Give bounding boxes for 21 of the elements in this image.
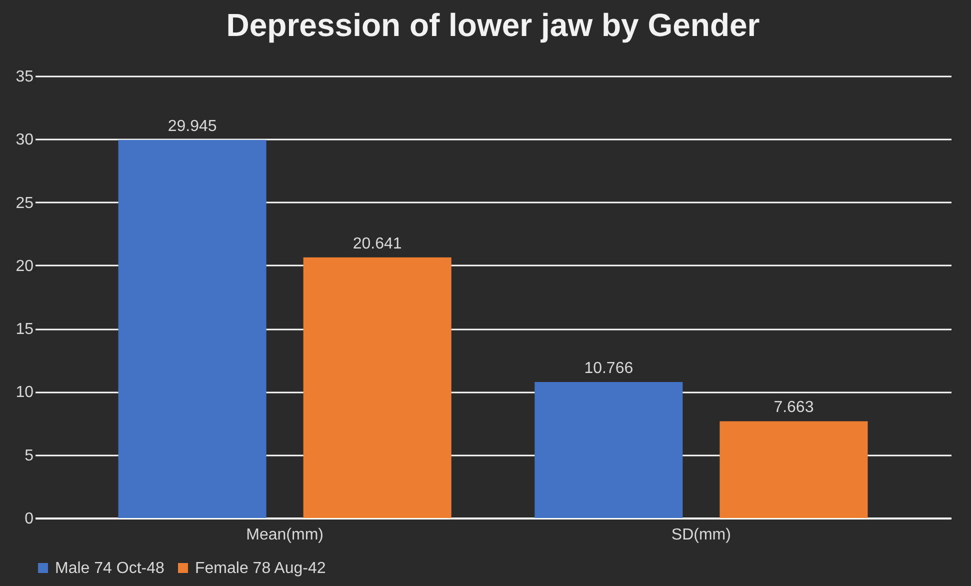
y-tick-label: 35 xyxy=(16,68,34,86)
y-tick-label: 30 xyxy=(16,132,34,149)
legend-label: Male 74 Oct-48 xyxy=(55,560,164,577)
x-tick-label: Mean(mm) xyxy=(246,526,324,544)
y-tick-label: 5 xyxy=(24,447,34,464)
data-label: 7.663 xyxy=(774,399,814,416)
data-label: 10.766 xyxy=(584,360,634,378)
y-tick-label: 20 xyxy=(16,258,34,275)
chart-title: Depression of lower jaw by Gender xyxy=(226,7,760,43)
bar xyxy=(534,382,683,518)
x-tick-label: SD(mm) xyxy=(671,526,731,544)
y-tick-label: 10 xyxy=(16,384,34,402)
data-label: 29.945 xyxy=(168,118,217,135)
data-label: 20.641 xyxy=(352,235,402,252)
bar xyxy=(303,257,452,518)
bar xyxy=(720,421,868,518)
y-tick-label: 0 xyxy=(24,510,34,528)
y-tick-label: 15 xyxy=(16,321,34,338)
y-tick-label: 25 xyxy=(16,194,34,212)
legend-label: Female 78 Aug-42 xyxy=(195,560,326,577)
bar xyxy=(118,140,266,518)
